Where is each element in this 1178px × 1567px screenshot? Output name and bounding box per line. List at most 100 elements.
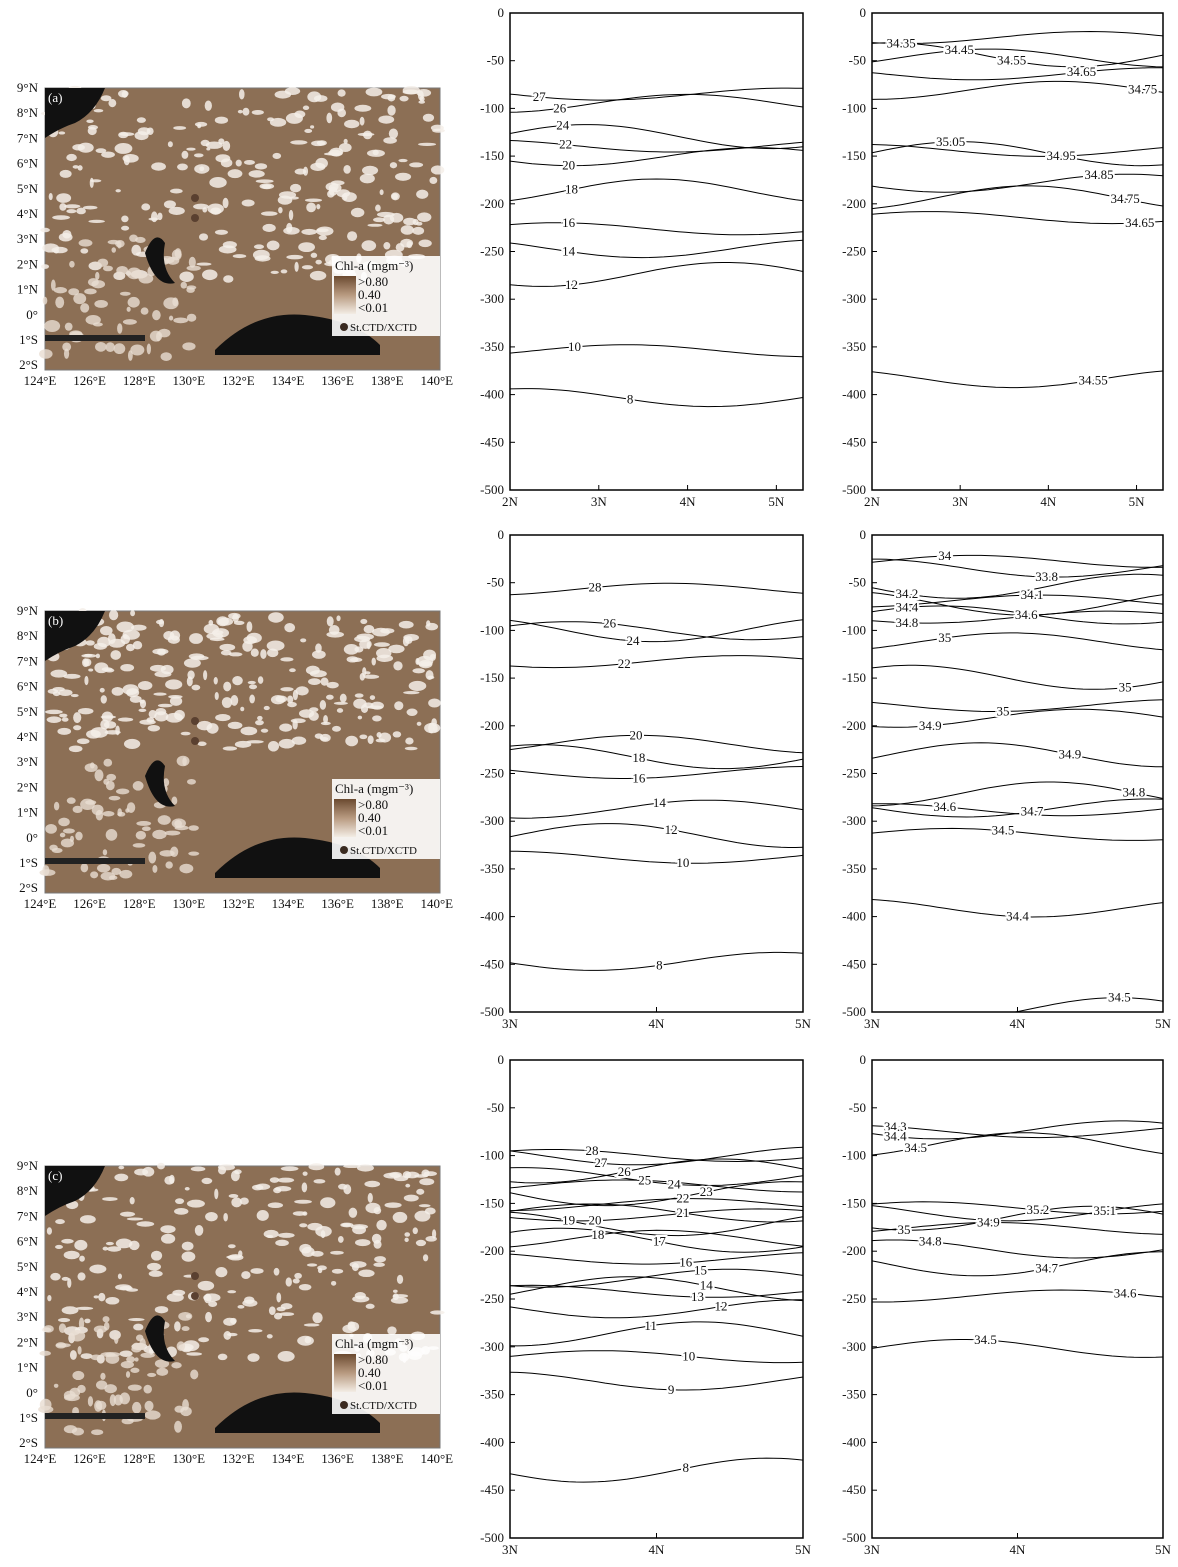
- cloud: [253, 244, 265, 250]
- contour-line: [510, 619, 803, 643]
- cloud: [93, 1295, 99, 1299]
- cloud: [188, 825, 199, 831]
- contour-line: [510, 388, 803, 408]
- contour-label: 33.8: [1035, 569, 1058, 584]
- cloud: [208, 1301, 218, 1307]
- cloud: [139, 699, 147, 709]
- cloud: [45, 709, 63, 715]
- cloud: [402, 89, 420, 95]
- cloud: [151, 162, 166, 171]
- cloud: [138, 273, 154, 284]
- cloud: [88, 219, 105, 224]
- lon-tick-label: 128°E: [123, 1451, 156, 1466]
- cloud: [152, 309, 161, 321]
- cloud: [84, 288, 97, 295]
- cloud: [59, 169, 72, 178]
- lat-tick-label: 2°N: [17, 779, 39, 794]
- cloud: [371, 1233, 382, 1244]
- cloud: [134, 1357, 139, 1362]
- y-tick-label: 0: [498, 527, 505, 542]
- cloud: [95, 342, 107, 352]
- contour-label: 8: [656, 957, 663, 972]
- lon-tick-label: 132°E: [222, 1451, 255, 1466]
- contour-label: 34.4: [884, 1128, 907, 1143]
- cloud: [327, 190, 335, 198]
- x-tick-label: 3N: [591, 494, 608, 509]
- cloud: [186, 147, 196, 151]
- cloud: [237, 1305, 245, 1309]
- cloud: [246, 621, 253, 633]
- cloud: [363, 674, 380, 679]
- contour-line: [872, 211, 1163, 225]
- contour-line: [872, 185, 1163, 210]
- cloud: [198, 1337, 210, 1343]
- cloud: [176, 1341, 186, 1352]
- cloud: [39, 869, 56, 876]
- cloud: [69, 1350, 77, 1360]
- contour-label: 22: [559, 137, 572, 152]
- cloud: [402, 1171, 412, 1179]
- cloud: [190, 1166, 206, 1172]
- cloud: [365, 1303, 375, 1309]
- lon-tick-label: 126°E: [73, 896, 106, 911]
- cloud: [56, 193, 72, 203]
- cloud: [45, 823, 57, 834]
- cloud: [83, 658, 92, 667]
- cloud: [302, 105, 310, 111]
- y-tick-label: -450: [842, 1482, 866, 1497]
- cloud: [85, 800, 97, 805]
- cloud: [380, 628, 395, 634]
- contour-lines: [510, 87, 803, 408]
- contour-line: [872, 48, 1163, 68]
- station: [191, 194, 199, 202]
- cloud: [347, 231, 358, 242]
- cloud: [310, 125, 315, 129]
- cloud: [51, 246, 68, 254]
- cloud: [154, 1359, 170, 1368]
- cloud: [387, 105, 396, 116]
- contour-line: [510, 1321, 803, 1347]
- contour-line: [872, 827, 1163, 841]
- contour-line: [872, 573, 1163, 599]
- cloud: [354, 693, 364, 698]
- x-tick-label: 4N: [680, 494, 697, 509]
- lat-tick-label: 5°N: [17, 704, 39, 719]
- lat-tick-label: 1°N: [17, 1360, 39, 1375]
- y-tick-label: -500: [842, 1530, 866, 1545]
- cloud: [250, 1268, 264, 1274]
- y-tick-label: -400: [842, 909, 866, 924]
- lon-tick-label: 138°E: [371, 896, 404, 911]
- cloud: [118, 1165, 125, 1170]
- cloud: [412, 219, 419, 226]
- cloud: [223, 275, 234, 283]
- plot-frame: [871, 12, 1164, 491]
- y-tick-label: -500: [842, 1004, 866, 1019]
- cloud: [69, 260, 75, 268]
- lat-tick-label: 2°N: [17, 256, 39, 271]
- cloud: [262, 223, 276, 232]
- contour-label: 34.2: [896, 586, 919, 601]
- cloud: [249, 684, 258, 690]
- cloud: [343, 138, 348, 144]
- cloud: [315, 1225, 332, 1237]
- cloud: [186, 1352, 203, 1356]
- cloud: [287, 695, 294, 704]
- cloud: [133, 1323, 144, 1331]
- cloud: [267, 740, 280, 752]
- cloud: [365, 1202, 381, 1214]
- cloud: [140, 1352, 155, 1358]
- cloud: [298, 1283, 312, 1291]
- cloud: [84, 675, 89, 686]
- cloud: [165, 712, 183, 723]
- cloud: [176, 163, 188, 171]
- cloud: [181, 98, 191, 109]
- cloud: [223, 681, 232, 692]
- cloud: [94, 299, 108, 308]
- contour-line: [872, 1251, 1163, 1277]
- cloud: [204, 100, 212, 111]
- contour-label: 8: [627, 391, 634, 406]
- lat-tick-label: 1°S: [19, 855, 38, 870]
- contour-line: [872, 605, 1163, 625]
- cloud: [359, 116, 365, 126]
- y-tick-label: -400: [480, 387, 504, 402]
